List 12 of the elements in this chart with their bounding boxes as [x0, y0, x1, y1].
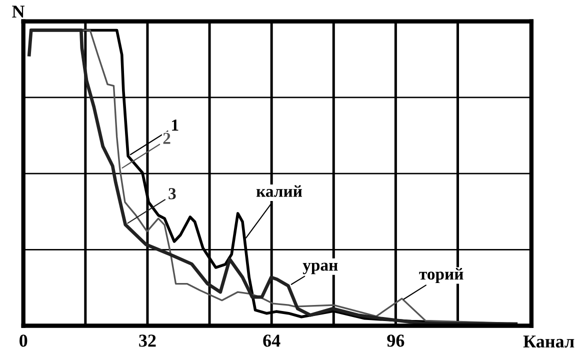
annotation: уран	[302, 262, 338, 274]
x-tick-label: 0	[20, 334, 28, 347]
text: 3	[168, 188, 176, 200]
x-tick-label: 32	[139, 334, 156, 347]
text: 2	[163, 132, 170, 144]
x-tick-label: 96	[387, 334, 404, 347]
x-axis-title: Канал	[523, 336, 574, 348]
text: 1	[172, 120, 178, 131]
annotation: калий	[256, 185, 302, 197]
annotation: торий	[419, 268, 464, 284]
x-tick-label: 64	[263, 334, 280, 347]
y-axis-title: N	[12, 6, 25, 18]
